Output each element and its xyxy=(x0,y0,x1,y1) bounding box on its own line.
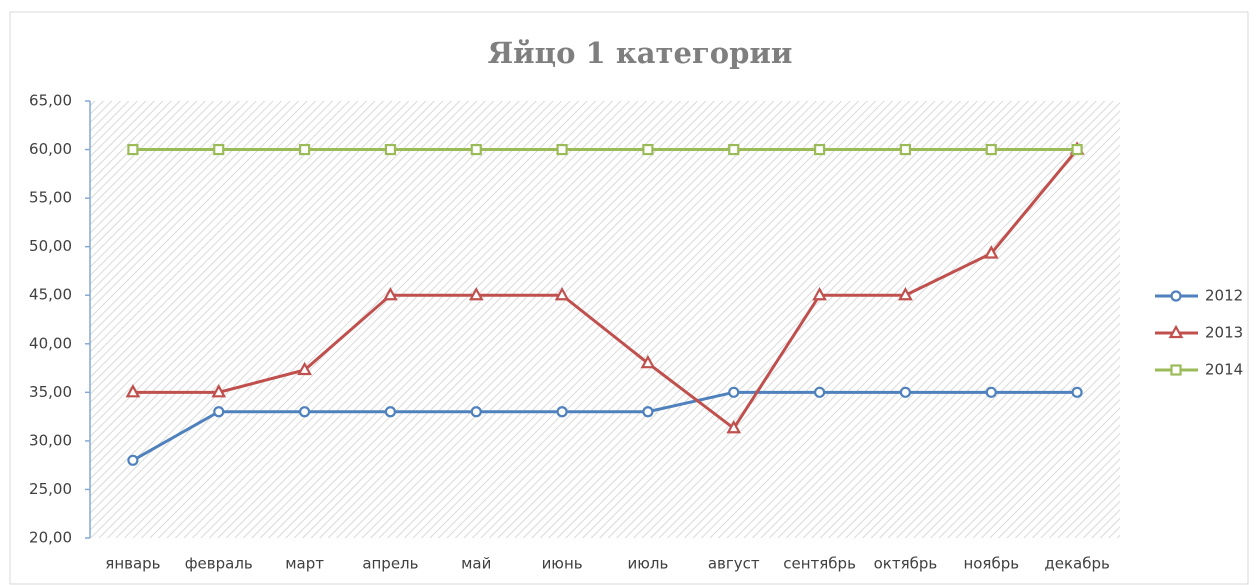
x-tick-label: июль xyxy=(628,555,669,573)
data-point xyxy=(813,143,826,156)
data-point xyxy=(985,386,997,398)
data-point xyxy=(985,143,997,156)
data-point xyxy=(728,143,740,156)
data-point xyxy=(127,143,139,156)
data-point xyxy=(1071,143,1083,156)
y-tick-label: 20,00 xyxy=(29,529,72,547)
data-point xyxy=(726,419,742,434)
x-tick-label: май xyxy=(461,555,491,573)
legend-marker xyxy=(1168,324,1184,339)
series-line xyxy=(132,390,1078,462)
data-point xyxy=(556,406,568,418)
series-line xyxy=(132,148,1079,431)
data-point xyxy=(1071,386,1083,398)
x-tick-label: апрель xyxy=(362,555,418,573)
legend-marker xyxy=(1170,290,1182,302)
data-point xyxy=(127,454,139,466)
data-point xyxy=(898,286,913,301)
data-point xyxy=(728,386,740,398)
y-tick-label: 45,00 xyxy=(29,286,72,304)
x-tick-label: март xyxy=(285,555,324,573)
data-point xyxy=(813,386,826,398)
data-point xyxy=(213,143,225,156)
y-tick-label: 30,00 xyxy=(29,431,72,449)
x-tick-label: февраль xyxy=(185,555,253,573)
y-tick-label: 55,00 xyxy=(29,189,72,207)
y-tick-label: 35,00 xyxy=(29,383,72,401)
data-point xyxy=(470,143,482,156)
x-tick-label: январь xyxy=(105,555,160,573)
x-tick-label: июнь xyxy=(542,555,583,573)
data-point xyxy=(642,143,654,156)
data-point xyxy=(812,286,827,301)
y-tick-label: 60,00 xyxy=(29,140,72,158)
legend-label: 2014 xyxy=(1205,361,1243,379)
data-point xyxy=(556,143,568,156)
plot-area xyxy=(90,101,1120,538)
data-point xyxy=(297,361,312,376)
data-point xyxy=(211,384,227,398)
data-point xyxy=(899,143,912,156)
data-point xyxy=(125,384,141,398)
data-point xyxy=(642,406,654,418)
y-tick-label: 25,00 xyxy=(29,480,72,498)
data-point xyxy=(384,143,397,156)
data-point xyxy=(383,286,398,301)
data-point xyxy=(899,386,912,398)
x-tick-label: сентябрь xyxy=(783,555,856,573)
data-point xyxy=(298,406,311,418)
data-point xyxy=(213,406,225,418)
y-tick-label: 40,00 xyxy=(29,334,72,352)
data-point xyxy=(554,286,570,301)
data-point xyxy=(640,354,656,369)
legend-label: 2012 xyxy=(1205,287,1243,305)
legend-label: 2013 xyxy=(1205,324,1243,342)
legend-marker xyxy=(1170,364,1182,376)
data-point xyxy=(470,406,482,418)
x-tick-label: декабрь xyxy=(1044,555,1109,573)
data-point xyxy=(468,286,484,301)
data-point xyxy=(983,245,999,259)
y-tick-label: 65,00 xyxy=(29,92,72,110)
data-point xyxy=(298,143,311,156)
chart-title: Яйцо 1 категории xyxy=(488,36,793,70)
y-tick-label: 50,00 xyxy=(29,237,72,255)
x-tick-label: ноябрь xyxy=(963,555,1019,573)
x-tick-label: октябрь xyxy=(874,555,938,573)
x-tick-label: август xyxy=(708,555,760,573)
data-point xyxy=(384,406,397,418)
